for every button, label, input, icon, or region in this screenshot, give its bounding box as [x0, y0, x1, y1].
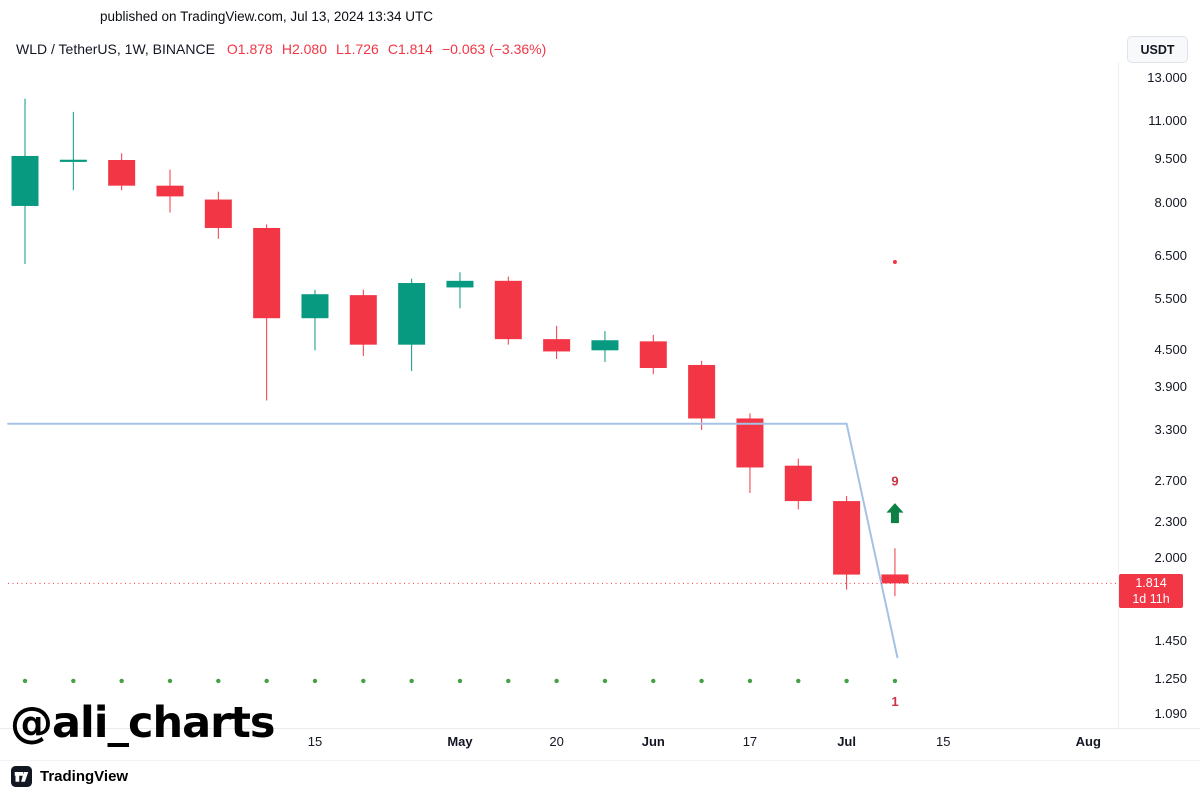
- candle-body: [494, 280, 522, 340]
- indicator-dot: [699, 678, 704, 684]
- price-tick: 1.090: [1154, 706, 1187, 721]
- ohlc-low: L1.726: [336, 41, 379, 57]
- price-tick: 4.500: [1154, 342, 1187, 358]
- price-tick: 2.700: [1154, 473, 1187, 489]
- footer-separator: [0, 760, 1200, 761]
- published-caption: published on TradingView.com, Jul 13, 20…: [100, 9, 433, 24]
- candle-body: [446, 280, 474, 288]
- candle-body: [833, 501, 861, 575]
- td-count-1: 1: [891, 694, 898, 709]
- time-tick: May: [447, 734, 473, 749]
- price-tick: 2.000: [1154, 550, 1187, 566]
- candle-body: [156, 185, 184, 197]
- time-axis-separator: [0, 728, 1200, 729]
- candle-body: [688, 364, 716, 419]
- ohlc-open: O1.878: [226, 41, 273, 57]
- candle-body: [881, 574, 909, 584]
- price-tick: 9.500: [1154, 150, 1187, 166]
- price-axis[interactable]: 13.000 11.000 9.500 8.000 6.500 5.500 4.500 3.9…: [1118, 0, 1200, 798]
- price-tick: 8.000: [1154, 194, 1187, 210]
- time-tick: 15: [307, 734, 323, 749]
- candle-body: [398, 283, 426, 345]
- tradingview-logo-icon[interactable]: [11, 766, 32, 787]
- candle-body: [639, 341, 667, 369]
- time-tick: Jun: [641, 734, 665, 749]
- td-count-9: 9: [891, 473, 898, 488]
- price-tick: 11.000: [1148, 113, 1187, 129]
- ohlc-close: C1.814: [387, 41, 433, 57]
- up-arrow-icon: [886, 503, 904, 524]
- indicator-dot: [747, 678, 753, 684]
- setup-dot: [892, 259, 897, 264]
- trend-line[interactable]: [7, 422, 899, 659]
- indicator-dot: [409, 678, 414, 684]
- time-tick: 15: [936, 734, 951, 749]
- indicator-dot: [892, 678, 898, 684]
- indicator-dot: [119, 678, 124, 684]
- candle-body: [736, 418, 764, 468]
- bar-countdown: 1d 11h: [1132, 592, 1170, 607]
- currency-toggle-button[interactable]: USDT: [1127, 36, 1188, 63]
- footer-attribution: TradingView: [11, 766, 128, 787]
- indicator-dot: [264, 678, 269, 684]
- candle-body: [108, 160, 136, 186]
- indicator-dot: [796, 678, 801, 684]
- indicator-dot: [651, 678, 656, 684]
- price-tick: 6.500: [1154, 247, 1187, 263]
- indicator-dot: [602, 678, 608, 684]
- price-tick: 13.000: [1147, 70, 1187, 86]
- indicator-dot: [361, 678, 366, 684]
- candle-body: [301, 294, 329, 319]
- indicator-dot: [554, 678, 559, 684]
- time-axis[interactable]: 15 May 20 Jun 17 Jul 15 Aug: [0, 728, 1200, 760]
- time-tick: 20: [549, 734, 564, 749]
- candle-body: [253, 227, 281, 319]
- indicator-dot: [71, 678, 76, 684]
- candle-body: [543, 339, 571, 352]
- footer-brand[interactable]: TradingView: [40, 768, 129, 785]
- symbol-title[interactable]: WLD / TetherUS, 1W, BINANCE: [16, 41, 215, 57]
- indicator-dot: [216, 678, 221, 684]
- indicator-dot: [22, 678, 28, 684]
- candle-body: [59, 159, 87, 162]
- indicator-dot: [844, 678, 849, 684]
- candle-body: [784, 465, 812, 502]
- price-tick: 3.300: [1154, 421, 1187, 437]
- candle-body: [349, 295, 377, 345]
- indicator-dot: [312, 678, 318, 684]
- indicator-dot: [457, 678, 463, 684]
- price-tick: 3.900: [1154, 379, 1187, 394]
- indicator-dot: [167, 678, 173, 684]
- time-tick: Aug: [1075, 734, 1101, 749]
- watermark-handle: @ali_charts: [10, 698, 275, 748]
- chart-legend: WLD / TetherUS, 1W, BINANCE O1.878 H2.080 L…: [16, 41, 555, 57]
- price-tick: 5.500: [1154, 290, 1187, 306]
- time-tick: 17: [742, 734, 758, 749]
- ohlc-change: −0.063 (−3.36%): [441, 41, 547, 57]
- candle-body: [204, 199, 232, 228]
- price-tick: 1.450: [1154, 632, 1187, 648]
- candle-body: [11, 155, 39, 206]
- price-axis-separator: [1118, 62, 1119, 728]
- ohlc-high: H2.080: [281, 41, 327, 57]
- price-tick: 1.250: [1154, 670, 1187, 686]
- indicator-dot: [506, 678, 511, 684]
- last-price-value: 1.814: [1135, 576, 1167, 591]
- candle-body: [591, 340, 619, 351]
- price-tick: 2.300: [1154, 514, 1187, 530]
- last-price-label: 1.814 1d 11h: [1119, 574, 1183, 609]
- time-tick: Jul: [837, 734, 856, 749]
